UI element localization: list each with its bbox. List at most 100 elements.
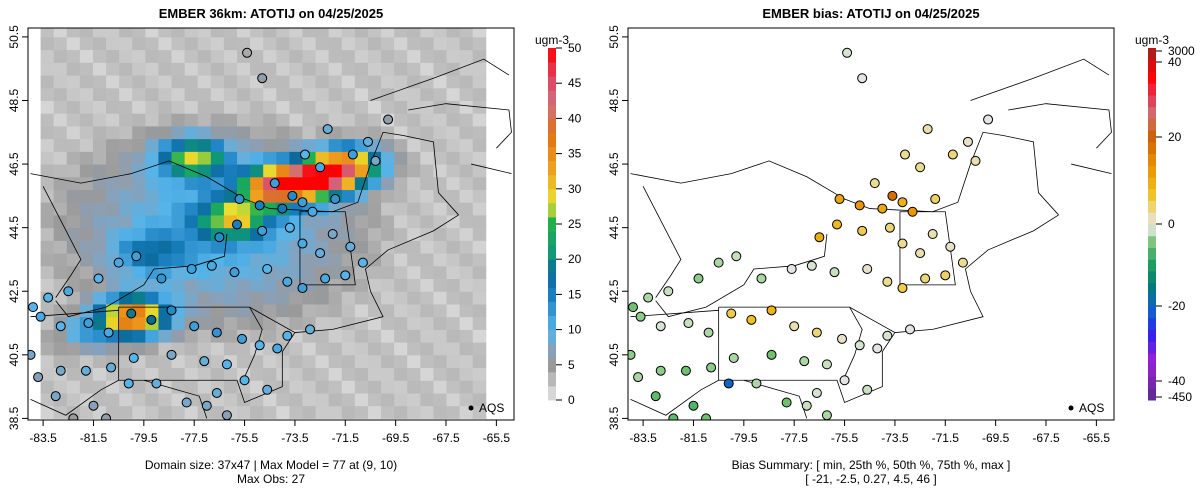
station-marker [262, 384, 273, 395]
station-marker [842, 47, 853, 58]
grid-cell [472, 189, 487, 203]
grid-cell [119, 405, 133, 419]
station-marker [156, 273, 167, 284]
grid-cell [433, 392, 448, 407]
grid-cell [276, 392, 290, 407]
y-tick-label: 42.5 [607, 279, 621, 303]
grid-cell [446, 189, 461, 203]
grid-cell [197, 36, 212, 51]
station-marker [345, 241, 356, 252]
grid-cell [276, 253, 290, 267]
grid-cell [79, 329, 94, 343]
station-marker [731, 251, 742, 262]
grid-cell [171, 75, 186, 89]
grid-cell [237, 227, 251, 241]
grid-cell [210, 367, 225, 381]
grid-cell [106, 138, 120, 152]
y-tick-label: 50.5 [7, 25, 21, 49]
grid-cell [381, 316, 395, 330]
colorbar-swatch [1148, 212, 1156, 225]
grid-cell [394, 253, 408, 267]
x-tick-label: -73.5 [881, 431, 909, 445]
grid-cell [367, 342, 382, 356]
grid-cell [328, 214, 343, 229]
grid-cell [433, 329, 448, 343]
grid-cell [53, 240, 68, 254]
station-marker [33, 372, 44, 383]
x-tick-label: -79.5 [730, 431, 758, 445]
grid-cell [367, 278, 382, 292]
grid-cell [184, 36, 199, 51]
station-marker [229, 267, 240, 278]
grid-cell [315, 329, 330, 343]
grid-cell [341, 214, 356, 229]
station-marker [877, 203, 888, 214]
grid-cell [407, 28, 421, 38]
station-marker [269, 178, 280, 189]
aqs-legend-label: AQS [1079, 401, 1104, 415]
grid-cell [210, 202, 225, 216]
grid-cell [184, 253, 199, 267]
grid-cell [367, 189, 382, 203]
station-marker [63, 286, 74, 297]
grid-cell [40, 342, 55, 356]
grid-cell [66, 380, 81, 394]
grid-cell [420, 405, 434, 419]
grid-cell [394, 100, 408, 114]
grid-cell [433, 240, 448, 254]
grid-cell [354, 367, 369, 381]
grid-cell [145, 28, 159, 38]
grid-cell [276, 113, 290, 127]
grid-cell [381, 75, 395, 89]
grid-cell [420, 253, 434, 267]
grid-cell [145, 100, 159, 114]
grid-cell [381, 354, 395, 369]
grid-cell [237, 316, 251, 330]
grid-cell [315, 176, 330, 191]
model-panel: EMBER 36km: ATOTIJ on 04/25/2025 -83.5 -81… [7, 6, 582, 486]
grid-cell [92, 253, 107, 267]
grid-cell [420, 265, 434, 280]
grid-cell [158, 380, 173, 394]
grid-cell [263, 278, 277, 292]
grid-cell [223, 278, 238, 292]
grid-cell [289, 138, 303, 152]
station-marker [628, 349, 636, 360]
station-marker [221, 359, 232, 370]
grid-cell [40, 49, 55, 63]
grid-cell [433, 75, 448, 89]
grid-cell [92, 227, 107, 241]
grid-cell [420, 36, 434, 51]
x-tick-label: -81.5 [80, 431, 108, 445]
grid-cell [289, 291, 303, 305]
grid-cell [66, 28, 81, 38]
grid-cell [223, 367, 238, 381]
grid-cell [237, 36, 251, 51]
grid-cell [367, 164, 382, 178]
grid-cell [223, 392, 238, 407]
grid-cell [420, 189, 434, 203]
grid-cell [79, 291, 94, 305]
x-tick-label: -75.5 [231, 431, 259, 445]
grid-cell [132, 87, 146, 101]
colorbar-swatch [548, 329, 556, 345]
grid-cell [328, 380, 343, 394]
colorbar-swatch [548, 287, 556, 302]
grid-cell [302, 36, 317, 51]
grid-cell [472, 240, 487, 254]
grid-cell [53, 36, 68, 51]
station-marker [257, 73, 268, 84]
grid-cell [40, 405, 55, 419]
grid-cell [197, 291, 212, 305]
grid-cell [210, 405, 225, 419]
station-marker [327, 229, 338, 240]
grid-cell [92, 36, 107, 51]
grid-cell [433, 265, 448, 280]
station-marker [781, 397, 792, 408]
grid-cell [394, 62, 408, 76]
grid-cell [197, 329, 212, 343]
grid-cell [171, 253, 186, 267]
boundary-line [718, 214, 1059, 333]
boundary-line [655, 233, 828, 318]
grid-cell [132, 28, 146, 38]
